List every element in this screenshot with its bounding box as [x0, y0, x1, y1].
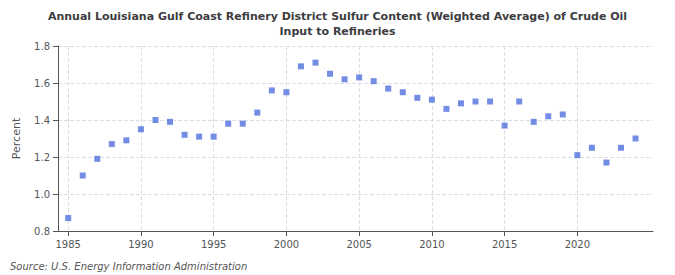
- svg-text:1.0: 1.0: [34, 189, 50, 200]
- svg-text:0.8: 0.8: [34, 226, 50, 237]
- svg-text:1985: 1985: [55, 239, 80, 250]
- svg-text:Source: U.S. Energy Informatio: Source: U.S. Energy Information Administ…: [10, 261, 247, 272]
- svg-text:1.8: 1.8: [34, 41, 50, 52]
- svg-text:Percent: Percent: [10, 117, 23, 159]
- svg-text:Annual Louisiana Gulf Coast Re: Annual Louisiana Gulf Coast Refinery Dis…: [48, 10, 627, 23]
- svg-text:Input to Refineries: Input to Refineries: [280, 25, 396, 38]
- svg-text:2005: 2005: [346, 239, 371, 250]
- svg-text:1.6: 1.6: [34, 78, 50, 89]
- svg-text:1990: 1990: [128, 239, 153, 250]
- svg-text:1.4: 1.4: [34, 115, 50, 126]
- svg-text:2010: 2010: [419, 239, 444, 250]
- svg-text:2020: 2020: [565, 239, 590, 250]
- svg-text:1995: 1995: [201, 239, 226, 250]
- svg-text:2000: 2000: [274, 239, 299, 250]
- svg-text:1.2: 1.2: [34, 152, 50, 163]
- svg-text:2015: 2015: [492, 239, 517, 250]
